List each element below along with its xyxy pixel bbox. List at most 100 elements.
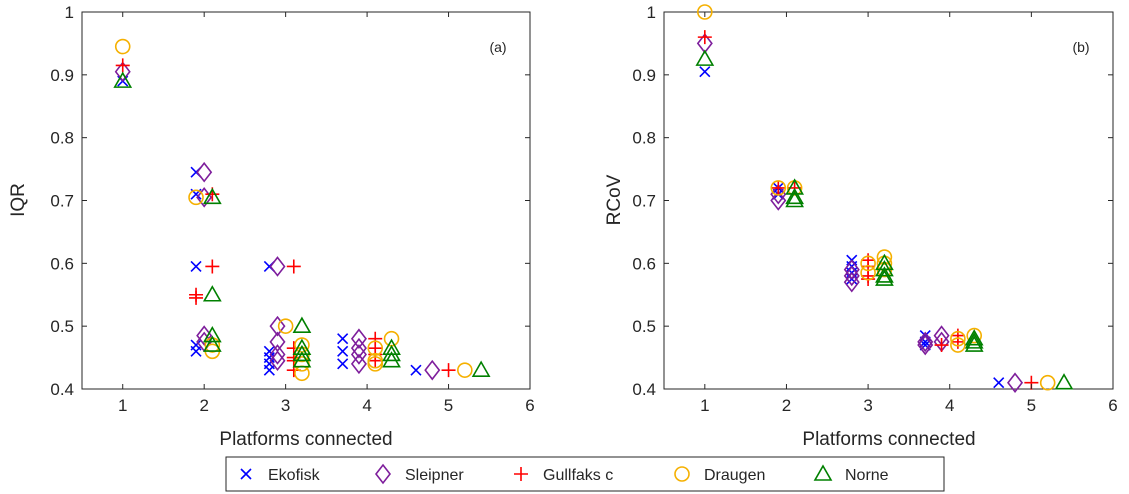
norne-point — [292, 316, 312, 333]
norne-point — [202, 325, 222, 343]
norne-point — [382, 344, 401, 362]
y-tick-label: 0.4 — [632, 380, 656, 399]
x-tick-label: 5 — [1027, 396, 1036, 415]
norne-point — [875, 266, 894, 283]
legend-sleipner-marker — [374, 463, 392, 485]
legend-norne-marker — [813, 464, 833, 481]
draugen-point — [457, 362, 473, 378]
x-tick-label: 2 — [782, 396, 791, 415]
panel-a-tag: (a) — [489, 39, 506, 55]
ekofisk-point — [993, 377, 1005, 389]
norne-point — [202, 285, 222, 302]
y-tick-label: 0.8 — [632, 129, 656, 148]
legend-gullfaks-c-label: Gullfaks c — [543, 467, 613, 484]
norne-point — [785, 187, 804, 205]
norne-point — [202, 187, 222, 205]
x-tick-label: 3 — [863, 396, 872, 415]
ekofisk-point — [919, 336, 931, 348]
sleipner-point — [350, 344, 367, 365]
y-tick-label: 0.7 — [50, 192, 74, 211]
y-tick-label: 0.9 — [50, 66, 74, 85]
sleipner-point — [770, 190, 787, 211]
sleipner-point — [196, 161, 213, 183]
y-tick-label: 0.8 — [50, 129, 74, 148]
draugen-point — [950, 337, 966, 353]
panel-b-yticks: 0.4 0.5 0.6 0.7 0.8 0.9 1 — [632, 3, 1113, 399]
panel-b-xticks: 1 2 3 4 5 6 — [700, 12, 1118, 415]
legend-sleipner-label: Sleipner — [405, 467, 464, 484]
draugen-point — [1039, 374, 1056, 391]
ekofisk-point — [337, 345, 349, 357]
sleipner-point — [843, 265, 860, 287]
draugen-point — [966, 327, 983, 344]
draugen-point — [876, 249, 893, 265]
x-tick-label: 5 — [444, 396, 453, 415]
legend-norne-label: Norne — [845, 467, 889, 484]
gullfaks-c-point — [115, 58, 130, 73]
norne-point — [875, 260, 894, 277]
x-tick-label: 4 — [362, 396, 371, 415]
panel-a-yticks: 0.4 0.5 0.6 0.7 0.8 0.9 1 — [50, 3, 530, 399]
panel-b-ylabel: RCoV — [604, 174, 625, 225]
panel-b-xlabel: Platforms connected — [802, 429, 975, 450]
x-tick-label: 2 — [199, 396, 208, 415]
panel-b-frame — [663, 11, 1114, 390]
x-tick-label: 1 — [118, 396, 127, 415]
norne-point — [695, 49, 715, 66]
ekofisk-point — [699, 66, 711, 78]
norne-point — [113, 71, 133, 88]
y-tick-label: 0.4 — [50, 380, 74, 399]
norne-point — [964, 332, 984, 349]
sleipner-point — [350, 328, 367, 350]
norne-point — [875, 269, 894, 286]
y-tick-label: 0.5 — [632, 317, 656, 336]
sleipner-point — [1007, 372, 1024, 394]
ekofisk-point — [337, 333, 349, 345]
panel-b-marks — [695, 4, 1074, 394]
norne-point — [964, 329, 984, 346]
sleipner-point — [350, 353, 367, 375]
draugen-point — [114, 38, 131, 55]
draugen-point — [770, 180, 787, 196]
panel-a-ylabel: IQR — [8, 183, 29, 217]
x-tick-label: 6 — [525, 396, 534, 415]
gullfaks-c-point — [697, 30, 712, 45]
gullfaks-c-point — [189, 290, 204, 305]
draugen-point — [860, 264, 876, 281]
legend: Ekofisk Sleipner Gullfaks c Draugen Norne — [225, 456, 945, 492]
panel-a-marks — [113, 38, 491, 382]
sleipner-point — [350, 337, 367, 359]
y-tick-label: 1 — [65, 3, 74, 22]
ekofisk-point — [337, 358, 349, 370]
x-tick-label: 4 — [945, 396, 954, 415]
gullfaks-c-point — [205, 259, 220, 274]
norne-point — [964, 335, 984, 352]
sleipner-point — [843, 259, 860, 280]
norne-point — [292, 351, 312, 368]
panel-a: 0.4 0.5 0.6 0.7 0.8 0.9 1 1 2 3 4 5 6 Platforms con… — [8, 3, 535, 450]
sleipner-point — [917, 334, 934, 356]
sleipner-point — [770, 183, 787, 205]
norne-point — [785, 190, 804, 208]
sleipner-point — [269, 256, 286, 277]
legend-ekofisk-marker — [240, 468, 252, 480]
gullfaks-c-point — [441, 363, 456, 378]
y-tick-label: 0.6 — [632, 254, 656, 273]
norne-point — [202, 335, 222, 352]
gullfaks-c-point — [286, 259, 301, 274]
draugen-point — [860, 255, 876, 272]
y-tick-label: 0.5 — [50, 317, 74, 336]
gullfaks-c-point — [368, 353, 383, 368]
draugen-point — [367, 356, 384, 372]
legend-draugen-label: Draugen — [704, 467, 765, 484]
sleipner-point — [843, 271, 860, 293]
draugen-point — [294, 365, 310, 382]
ekofisk-point — [190, 345, 202, 357]
y-tick-label: 1 — [647, 3, 656, 22]
ekofisk-point — [190, 260, 202, 273]
y-tick-label: 0.6 — [50, 254, 74, 273]
panel-b-tag: (b) — [1072, 39, 1089, 55]
ekofisk-point — [919, 339, 931, 351]
gullfaks-c-point — [771, 180, 786, 195]
x-tick-label: 1 — [700, 396, 709, 415]
